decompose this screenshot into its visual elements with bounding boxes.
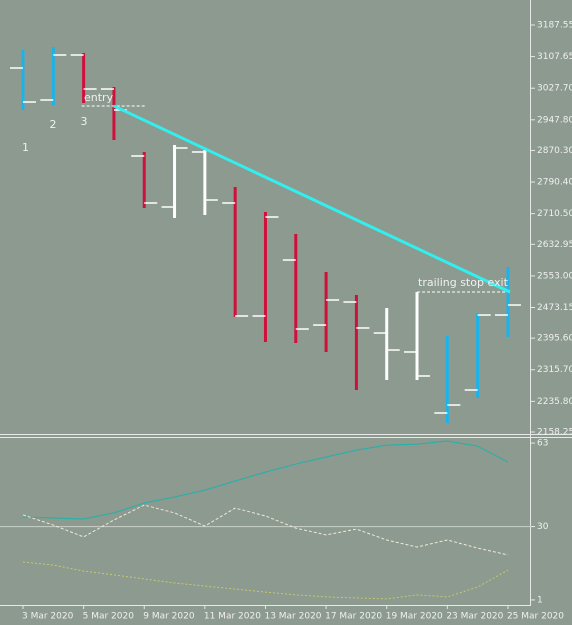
y-tick-label: 3107.65 bbox=[537, 52, 572, 62]
x-tick-label: 5 Mar 2020 bbox=[83, 612, 135, 622]
y-tick-label: 2553.00 bbox=[537, 271, 572, 281]
y-tick-label: 2632.95 bbox=[537, 240, 572, 250]
indicator-line bbox=[22, 561, 509, 600]
annotation: trailing stop exit bbox=[418, 276, 509, 289]
annotation: 2 bbox=[50, 118, 57, 131]
y-tick-label: 2710.50 bbox=[537, 209, 572, 219]
y-tick-label: 3187.55 bbox=[537, 21, 572, 31]
annotation: entry bbox=[84, 91, 114, 104]
x-tick-label: 23 Mar 2020 bbox=[446, 612, 503, 622]
y-tick-label: 2790.40 bbox=[537, 178, 572, 188]
y-tick-label: 2235.80 bbox=[537, 397, 572, 407]
y-tick-label: 2870.30 bbox=[537, 146, 572, 156]
x-tick-label: 19 Mar 2020 bbox=[386, 612, 443, 622]
y-tick-label: 2947.80 bbox=[537, 115, 572, 125]
annotation: 3 bbox=[81, 115, 88, 128]
x-tick-label: 13 Mar 2020 bbox=[264, 612, 321, 622]
indicator-line bbox=[22, 504, 509, 556]
y-tick-label: 1 bbox=[537, 595, 543, 605]
x-tick-label: 9 Mar 2020 bbox=[143, 612, 195, 622]
y-tick-label: 3027.70 bbox=[537, 84, 572, 94]
trendline bbox=[113, 104, 511, 294]
indicator-line bbox=[22, 440, 509, 520]
y-tick-label: 2158.25 bbox=[537, 428, 572, 438]
y-tick-label: 2395.60 bbox=[537, 334, 572, 344]
x-tick-label: 17 Mar 2020 bbox=[325, 612, 382, 622]
annotation: 1 bbox=[22, 141, 29, 154]
x-tick-label: 3 Mar 2020 bbox=[22, 612, 74, 622]
y-tick-label: 2473.15 bbox=[537, 303, 572, 313]
y-tick-label: 63 bbox=[537, 439, 548, 449]
x-tick-label: 11 Mar 2020 bbox=[204, 612, 261, 622]
y-tick-label: 30 bbox=[537, 522, 549, 532]
y-tick-label: 2315.70 bbox=[537, 365, 572, 375]
x-tick-label: 25 Mar 2020 bbox=[507, 612, 564, 622]
